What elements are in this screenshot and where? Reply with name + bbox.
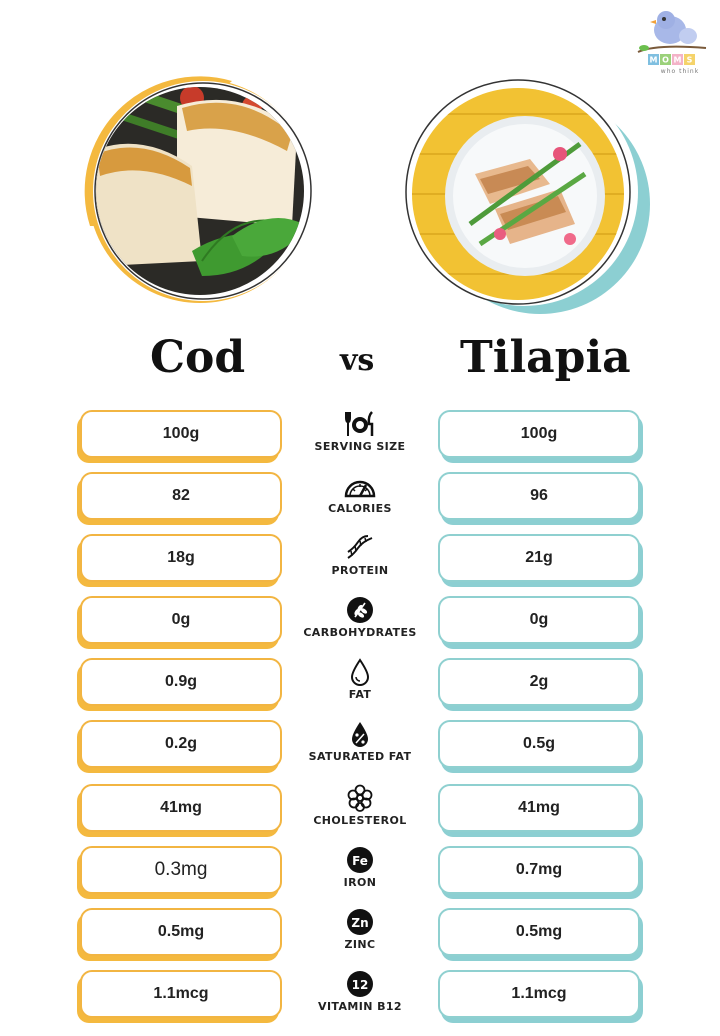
logo-letter: M xyxy=(650,56,658,65)
dna-icon xyxy=(347,535,373,559)
tilapia-value: 0.5mg xyxy=(438,908,640,956)
molecule-icon xyxy=(347,784,373,812)
tilapia-value: 2g xyxy=(438,658,640,706)
nutrient-label: CARBOHYDRATES xyxy=(303,626,417,639)
tilapia-value: 96 xyxy=(438,472,640,520)
cod-value: 0.2g xyxy=(80,720,282,768)
row-iron: 0.3mg Fe IRON 0.7mg xyxy=(0,846,720,902)
cod-value: 0.9g xyxy=(80,658,282,706)
cod-value: 82 xyxy=(80,472,282,520)
tilapia-value: 0.5g xyxy=(438,720,640,768)
row-saturated-fat: 0.2g SATURATED FAT 0.5g xyxy=(0,720,720,776)
nutrient-label: CALORIES xyxy=(328,502,392,515)
nutrient-label: IRON xyxy=(343,876,377,889)
speedometer-icon xyxy=(344,480,376,498)
tilapia-title: Tilapia xyxy=(460,332,631,383)
drop-percent-icon xyxy=(352,722,368,747)
logo-letter: M xyxy=(674,56,682,65)
tilapia-value: 100g xyxy=(438,410,640,458)
row-calories: 82 CALORIES 96 xyxy=(0,472,720,528)
nutrient-label: SATURATED FAT xyxy=(308,750,412,763)
brand-tagline: who think xyxy=(660,68,700,75)
cod-image xyxy=(82,76,332,310)
bird-logo-icon: M O M S xyxy=(637,11,707,65)
wheat-icon xyxy=(347,597,373,623)
cod-value: 0.5mg xyxy=(80,908,282,956)
cod-value: 18g xyxy=(80,534,282,582)
row-fat: 0.9g FAT 2g xyxy=(0,658,720,714)
cod-title: Cod xyxy=(150,332,246,383)
tilapia-value: 41mg xyxy=(438,784,640,832)
cod-value: 0.3mg xyxy=(80,846,282,894)
row-carbohydrates: 0g CARBOHYDRATES 0g xyxy=(0,596,720,652)
cod-value: 1.1mcg xyxy=(80,970,282,1018)
plate-fork-knife-icon xyxy=(345,411,374,436)
b12-badge-icon: 12 xyxy=(347,971,373,997)
row-vitamin-b12: 1.1mcg 12 VITAMIN B12 1.1mcg xyxy=(0,970,720,1026)
tilapia-value: 1.1mcg xyxy=(438,970,640,1018)
vs-label: vs xyxy=(340,343,375,378)
nutrient-label: PROTEIN xyxy=(331,564,389,577)
row-cholesterol: 41mg CHOLESTEROL 41mg xyxy=(0,784,720,840)
logo-letter: O xyxy=(662,56,669,65)
tilapia-image xyxy=(400,74,658,314)
cod-value: 100g xyxy=(80,410,282,458)
badge-text: Zn xyxy=(351,916,368,930)
nutrient-label: VITAMIN B12 xyxy=(318,1000,402,1013)
logo-letter: S xyxy=(687,56,693,65)
badge-text: Fe xyxy=(352,854,368,868)
row-zinc: 0.5mg Zn ZINC 0.5mg xyxy=(0,908,720,964)
nutrient-label: FAT xyxy=(348,688,372,701)
tilapia-value: 0.7mg xyxy=(438,846,640,894)
zn-badge-icon: Zn xyxy=(347,909,373,935)
nutrient-label: SERVING SIZE xyxy=(314,440,406,453)
brand-logo: M O M S xyxy=(636,8,708,72)
nutrient-label: CHOLESTEROL xyxy=(313,814,407,827)
tilapia-value: 0g xyxy=(438,596,640,644)
cod-value: 41mg xyxy=(80,784,282,832)
cod-value: 0g xyxy=(80,596,282,644)
row-serving-size: 100g SERVING SIZE 100g xyxy=(0,410,720,466)
badge-text: 12 xyxy=(352,978,369,992)
drop-icon xyxy=(350,658,370,686)
row-protein: 18g PROTEIN 21g xyxy=(0,534,720,590)
tilapia-value: 21g xyxy=(438,534,640,582)
nutrient-label: ZINC xyxy=(344,938,376,951)
fe-badge-icon: Fe xyxy=(347,847,373,873)
